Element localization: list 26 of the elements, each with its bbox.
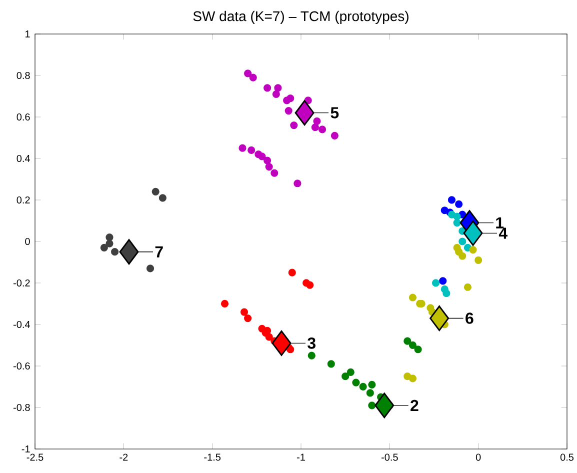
annotation: 2 bbox=[410, 400, 418, 411]
y-tick-label: 1 bbox=[25, 30, 30, 38]
y-tick-label: -0.4 bbox=[14, 320, 30, 328]
y-tick-label: -0.8 bbox=[14, 404, 30, 412]
y-tick-label: 0.6 bbox=[16, 113, 30, 121]
y-tick-label: 0.8 bbox=[16, 72, 30, 80]
y-tick-label: 0 bbox=[25, 238, 30, 246]
annotation: 6 bbox=[466, 312, 474, 324]
x-tick-label: 0 bbox=[476, 454, 481, 461]
annotation: 7 bbox=[155, 246, 163, 258]
annotation: 5 bbox=[330, 107, 339, 118]
y-tick-label: 0.4 bbox=[16, 154, 30, 162]
y-tick-label: -1 bbox=[22, 446, 30, 452]
x-tick-label: -1.5 bbox=[204, 454, 221, 461]
y-tick-label: 0.2 bbox=[16, 196, 30, 204]
y-tick-label: -0.6 bbox=[14, 362, 30, 370]
x-tick-label: 0.5 bbox=[560, 454, 574, 461]
y-tick-label: -0.2 bbox=[14, 279, 30, 287]
annotation: 3 bbox=[308, 337, 316, 349]
chart-title: SW data (K=7) – TCM (prototypes) bbox=[193, 10, 408, 24]
annotation: 1 bbox=[496, 217, 504, 228]
x-tick-label: -2 bbox=[120, 454, 128, 461]
x-tick-label: -2.5 bbox=[26, 454, 44, 461]
annotation: 4 bbox=[498, 228, 508, 239]
x-tick-label: -0.5 bbox=[381, 454, 398, 461]
x-tick-label: -1 bbox=[296, 454, 305, 461]
